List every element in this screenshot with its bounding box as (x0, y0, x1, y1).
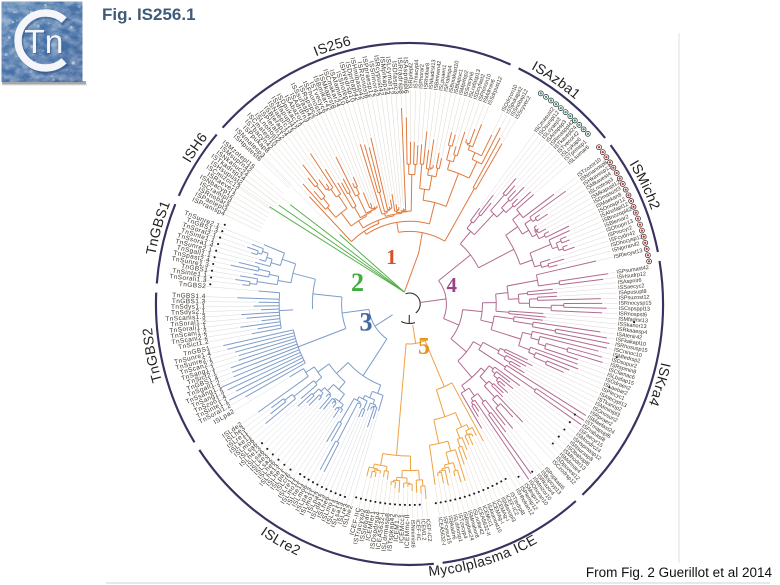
svg-text:ISSkanor13: ISSkanor13 (618, 322, 647, 331)
svg-text:ISTspkap42: ISTspkap42 (387, 513, 397, 551)
svg-text:ISRnospst6: ISRnospst6 (618, 311, 647, 318)
svg-text:ISMfadrst13: ISMfadrst13 (618, 316, 648, 324)
svg-text:4: 4 (446, 273, 457, 297)
svg-text:ISLdrhosp1: ISLdrhosp1 (451, 514, 463, 543)
svg-text:ISRhobar8: ISRhobar8 (423, 63, 431, 90)
svg-text:TnGBS1: TnGBS1 (142, 198, 173, 256)
svg-text:TnScanis1.3: TnScanis1.3 (165, 314, 206, 323)
svg-text:ISBkadrr6: ISBkadrr6 (446, 515, 457, 540)
svg-text:ISFcysur15: ISFcysur15 (441, 516, 452, 544)
svg-text:ICEA5632-I: ICEA5632-I (375, 512, 387, 550)
svg-text:ISTmacypl4: ISTmacypl4 (413, 59, 420, 88)
svg-text:TnSdys2.1: TnSdys2.1 (171, 309, 206, 317)
svg-text:ISMprkap24: ISMprkap24 (378, 56, 389, 96)
svg-text:TnGBS1: TnGBS1 (181, 263, 209, 274)
svg-text:ICEMcc1: ICEMcc1 (398, 514, 406, 543)
svg-text:TnSdys1.1: TnSdys1.1 (171, 303, 206, 310)
svg-text:ISNkadrst13: ISNkadrst13 (428, 59, 437, 90)
svg-text:TnSorali1.1: TnSorali1.1 (169, 324, 207, 335)
svg-text:ISAspnir6: ISAspnir6 (618, 278, 642, 286)
svg-text:ISLcymar12: ISLcymar12 (384, 56, 394, 95)
svg-text:TnGBS2: TnGBS2 (179, 281, 207, 290)
svg-text:ISRprlepl2: ISRprlepl2 (408, 63, 414, 89)
svg-text:ICEM1.2: ICEM1.2 (393, 514, 402, 542)
svg-text:TnGBS1.3: TnGBS1.3 (172, 298, 206, 305)
svg-text:TnScani1.2: TnScani1.2 (170, 329, 207, 341)
svg-text:2: 2 (351, 268, 364, 297)
svg-text:ISLdrmasp8: ISLdrmasp8 (381, 512, 392, 552)
svg-text:ISNmimist6: ISNmimist6 (409, 519, 415, 547)
svg-text:ICEA5632-I: ICEA5632-I (436, 517, 446, 546)
svg-text:ISBfapuc1: ISBfapuc1 (453, 68, 464, 94)
svg-text:ISLpuaen1: ISLpuaen1 (438, 64, 448, 91)
svg-text:ISHsudrp12: ISHsudrp12 (617, 271, 647, 281)
svg-text:5: 5 (418, 334, 430, 360)
svg-text:ICEF-IC2: ICEF-IC2 (424, 518, 432, 541)
svg-text:TnGBS1.4: TnGBS1.4 (172, 292, 206, 300)
svg-text:ISPsumast42: ISPsumast42 (616, 265, 649, 276)
svg-text:ISBmiven42: ISBmiven42 (433, 60, 443, 90)
svg-text:ISDfaspc3: ISDfaspc3 (390, 61, 399, 95)
svg-text:ISRradrsp8: ISRradrsp8 (396, 57, 405, 94)
svg-text:3: 3 (360, 308, 373, 337)
svg-text:ISFkakapl10: ISFkakapl10 (615, 337, 646, 348)
svg-text:Tn: Tn (25, 25, 64, 62)
svg-text:TnSoral1.2: TnSoral1.2 (170, 319, 206, 329)
svg-text:ISAtenir42: ISAtenir42 (616, 332, 642, 342)
svg-text:ISApusupl8: ISApusupl8 (618, 289, 646, 296)
svg-text:ISPhorar2: ISPhorar2 (418, 64, 425, 89)
svg-text:Tn: Tn (24, 24, 63, 61)
svg-text:ISPsuzost12: ISPsuzost12 (619, 295, 650, 302)
svg-text:ICEMmc-II: ICEMmc-II (404, 514, 411, 548)
svg-text:ISCspsppl13: ISCspsppl13 (619, 306, 650, 313)
svg-text:1: 1 (386, 245, 397, 269)
svg-text:TnSinte1.1: TnSinte1.1 (172, 268, 208, 280)
svg-text:ISCninoc10: ISCninoc10 (613, 347, 642, 359)
svg-text:ISRkaaesp4: ISRkaaesp4 (617, 327, 647, 336)
svg-text:ISRnocysp15: ISRnocysp15 (619, 301, 652, 307)
svg-text:ISAspmipl6: ISAspmipl6 (402, 57, 410, 94)
svg-text:ICEM1.2: ICEM1.2 (419, 519, 426, 541)
svg-text:ISFralesp4: ISFralesp4 (443, 65, 454, 92)
svg-text:ICEF-IIC: ICEF-IIC (414, 519, 421, 541)
svg-text:TnSorali1.3: TnSorali1.3 (169, 273, 207, 284)
svg-text:ISSaecyc2: ISSaecyc2 (618, 283, 645, 291)
